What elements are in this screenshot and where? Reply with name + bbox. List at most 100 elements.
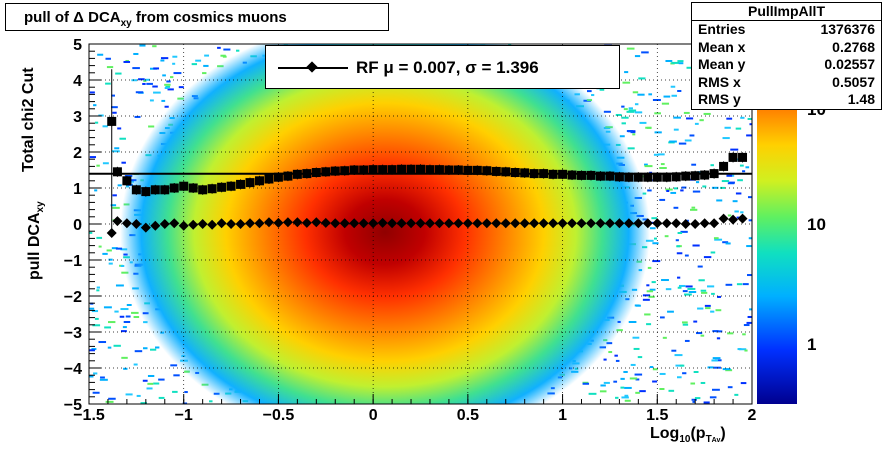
noise-cell: [682, 372, 687, 375]
noise-cell: [740, 116, 745, 119]
noise-cell: [623, 108, 628, 111]
noise-cell: [707, 366, 714, 369]
mean-point: [406, 218, 417, 229]
noise-cell: [117, 184, 122, 187]
noise-cell: [696, 332, 703, 335]
noise-cell: [615, 396, 619, 399]
noise-cell: [624, 71, 629, 74]
noise-cell: [704, 304, 711, 307]
mean-point: [623, 218, 634, 229]
noise-cell: [746, 134, 752, 137]
plot-title: pull of Δ DCAxy from cosmics muons: [5, 3, 389, 31]
noise-cell: [121, 161, 126, 164]
noise-cell: [121, 356, 128, 359]
noise-cell: [673, 128, 679, 131]
noise-cell: [683, 111, 690, 114]
noise-cell: [680, 230, 688, 233]
mean-point: [699, 218, 710, 229]
noise-cell: [642, 294, 651, 297]
sigma-point: [150, 185, 160, 195]
mean-point: [709, 218, 720, 229]
mean-point: [245, 218, 256, 229]
mean-point: [453, 218, 464, 229]
noise-cell: [123, 60, 131, 63]
noise-cell: [108, 397, 116, 400]
noise-cell: [646, 323, 652, 326]
noise-cell: [133, 363, 138, 366]
noise-cell: [649, 227, 656, 230]
noise-cell: [682, 321, 688, 324]
noise-cell: [649, 366, 654, 369]
noise-cell: [693, 371, 699, 374]
mean-point: [718, 213, 729, 224]
noise-cell: [735, 127, 742, 130]
sigma-point: [254, 176, 264, 186]
noise-cell: [717, 295, 721, 298]
noise-cell: [633, 347, 640, 350]
noise-cell: [96, 236, 103, 239]
noise-cell: [659, 198, 666, 201]
mean-point: [387, 218, 398, 229]
colorbar-label: 1: [807, 335, 816, 354]
noise-cell: [678, 142, 687, 145]
noise-cell: [747, 274, 752, 277]
sigma-point: [368, 165, 378, 175]
mean-point: [614, 218, 625, 229]
sigma-point: [529, 169, 539, 179]
noise-cell: [725, 242, 731, 245]
mean-point: [434, 218, 445, 229]
y-tick-label: 2: [73, 145, 82, 162]
sigma-point: [264, 174, 274, 184]
noise-cell: [647, 189, 652, 192]
sigma-point: [273, 172, 283, 182]
noise-cell: [639, 121, 647, 124]
noise-cell: [626, 110, 635, 113]
noise-cell: [102, 162, 109, 165]
noise-cell: [687, 287, 696, 290]
noise-cell: [634, 373, 643, 376]
sigma-point: [520, 168, 530, 178]
noise-cell: [160, 57, 169, 60]
ylabel-pull: pull DCAxy: [26, 201, 47, 280]
noise-cell: [173, 374, 180, 377]
noise-cell: [99, 378, 108, 381]
mean-point: [140, 222, 151, 233]
noise-cell: [712, 330, 719, 333]
mean-point: [235, 219, 246, 229]
noise-cell: [92, 324, 101, 327]
y-tick-label: −3: [64, 325, 82, 342]
noise-cell: [111, 106, 118, 109]
mean-point: [557, 218, 568, 229]
noise-cell: [113, 344, 121, 347]
noise-cell: [651, 281, 656, 284]
mean-point: [642, 218, 653, 229]
noise-cell: [599, 390, 607, 393]
noise-cell: [624, 386, 632, 389]
y-tick-label: 4: [73, 73, 82, 90]
noise-cell: [204, 54, 210, 57]
mean-point: [585, 218, 596, 229]
x-tick-label: 2: [748, 407, 757, 424]
noise-cell: [679, 284, 686, 287]
noise-cell: [236, 49, 240, 52]
noise-cell: [677, 60, 684, 63]
noise-cell: [692, 244, 700, 247]
x-tick-label: 1: [558, 407, 567, 424]
sigma-point: [160, 185, 170, 195]
y-tick-label: −2: [64, 289, 82, 306]
noise-cell: [632, 133, 636, 136]
noise-cell: [619, 135, 625, 138]
noise-cell: [632, 91, 639, 94]
noise-cell: [734, 210, 739, 213]
noise-cell: [688, 291, 697, 294]
mean-point: [377, 217, 388, 228]
noise-cell: [722, 368, 731, 371]
noise-cell: [667, 310, 674, 313]
noise-cell: [673, 187, 679, 190]
noise-cell: [670, 85, 676, 88]
noise-cell: [725, 369, 733, 372]
legend-marker: [306, 61, 318, 73]
noise-cell: [674, 354, 683, 357]
noise-cell: [646, 284, 650, 287]
noise-cell: [143, 79, 147, 82]
